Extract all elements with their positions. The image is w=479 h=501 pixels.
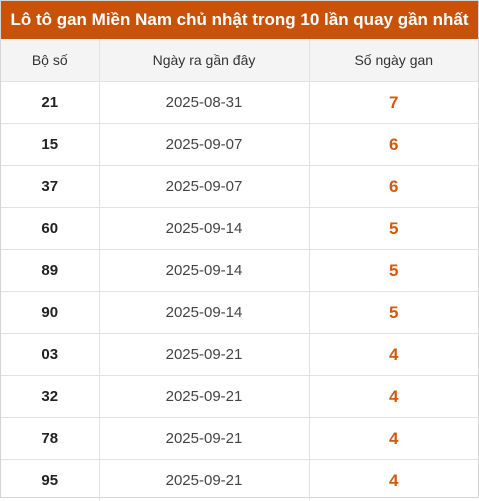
row-last-date: 2025-09-07 xyxy=(99,166,309,208)
column-header-last-date: Ngày ra gần đây xyxy=(99,39,309,82)
row-last-date: 2025-09-21 xyxy=(99,334,309,376)
row-days: 5 xyxy=(309,208,478,250)
row-number: 90 xyxy=(1,292,99,334)
row-days: 4 xyxy=(309,334,478,376)
table-row: 90 2025-09-14 5 xyxy=(1,292,478,334)
row-number: 32 xyxy=(1,376,99,418)
row-last-date: 2025-08-31 xyxy=(99,82,309,124)
table-row: 37 2025-09-07 6 xyxy=(1,166,478,208)
row-last-date: 2025-09-21 xyxy=(99,460,309,501)
table-row: 03 2025-09-21 4 xyxy=(1,334,478,376)
row-last-date: 2025-09-07 xyxy=(99,124,309,166)
row-days: 4 xyxy=(309,418,478,460)
row-last-date: 2025-09-14 xyxy=(99,250,309,292)
row-days: 5 xyxy=(309,292,478,334)
row-number: 15 xyxy=(1,124,99,166)
table-row: 89 2025-09-14 5 xyxy=(1,250,478,292)
row-days: 6 xyxy=(309,166,478,208)
row-days: 4 xyxy=(309,460,478,501)
table-header-row: Bộ số Ngày ra gần đây Số ngày gan xyxy=(1,39,478,82)
column-header-days: Số ngày gan xyxy=(309,39,478,82)
row-last-date: 2025-09-14 xyxy=(99,208,309,250)
row-last-date: 2025-09-21 xyxy=(99,418,309,460)
row-last-date: 2025-09-21 xyxy=(99,376,309,418)
table-row: 95 2025-09-21 4 xyxy=(1,460,478,501)
row-days: 7 xyxy=(309,82,478,124)
row-number: 95 xyxy=(1,460,99,501)
row-number: 60 xyxy=(1,208,99,250)
row-number: 78 xyxy=(1,418,99,460)
table-row: 15 2025-09-07 6 xyxy=(1,124,478,166)
row-days: 5 xyxy=(309,250,478,292)
table-row: 21 2025-08-31 7 xyxy=(1,82,478,124)
row-number: 21 xyxy=(1,82,99,124)
table-row: 32 2025-09-21 4 xyxy=(1,376,478,418)
row-number: 89 xyxy=(1,250,99,292)
row-number: 03 xyxy=(1,334,99,376)
table-row: 78 2025-09-21 4 xyxy=(1,418,478,460)
row-last-date: 2025-09-14 xyxy=(99,292,309,334)
column-header-number: Bộ số xyxy=(1,39,99,82)
row-days: 4 xyxy=(309,376,478,418)
table-row: 60 2025-09-14 5 xyxy=(1,208,478,250)
lo-gan-table: Bộ số Ngày ra gần đây Số ngày gan 21 202… xyxy=(1,39,478,501)
row-days: 6 xyxy=(309,124,478,166)
row-number: 37 xyxy=(1,166,99,208)
panel-title: Lô tô gan Miền Nam chủ nhật trong 10 lần… xyxy=(1,1,478,39)
